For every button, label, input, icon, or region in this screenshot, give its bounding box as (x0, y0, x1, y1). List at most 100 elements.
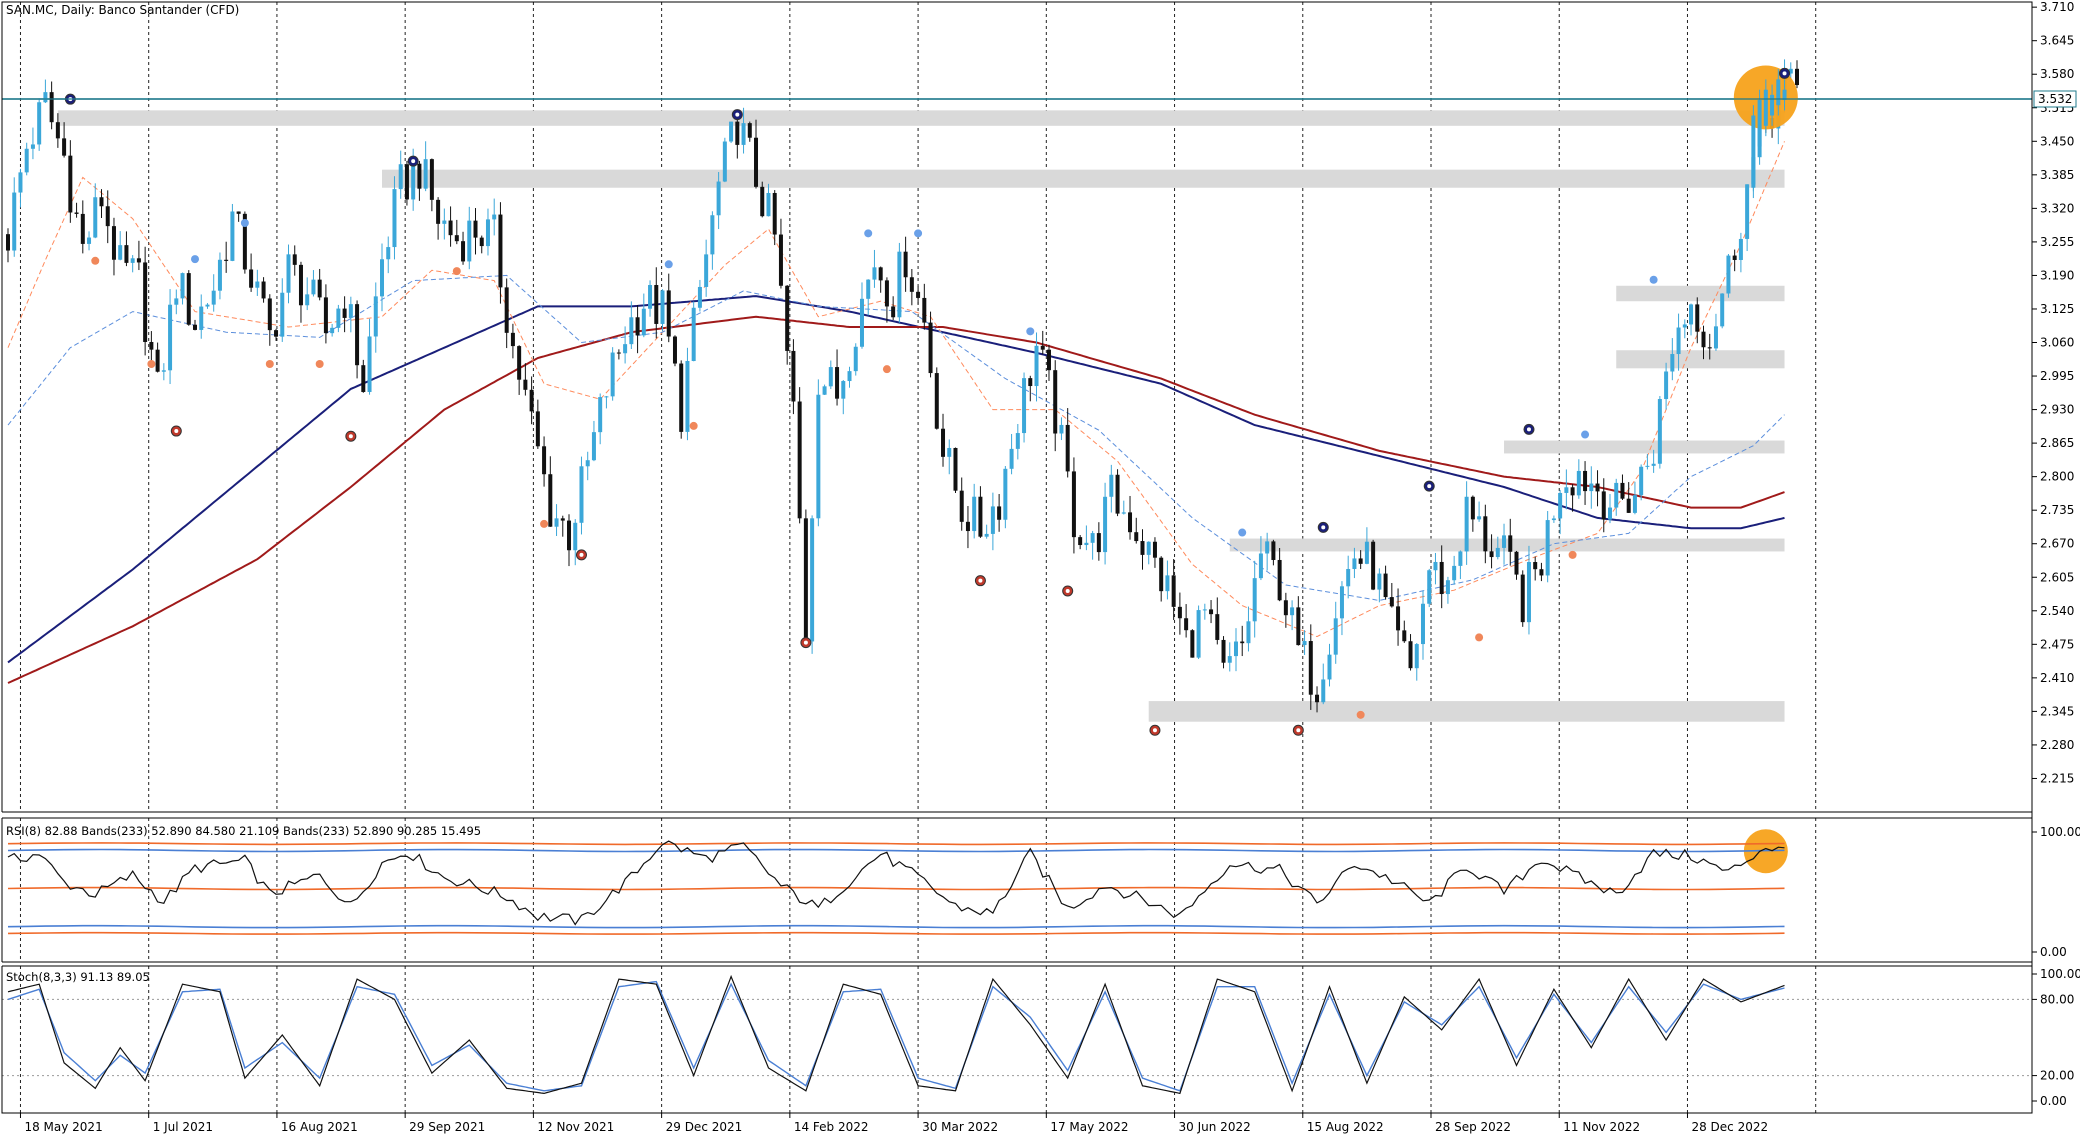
candle-body (1233, 641, 1238, 657)
swing-marker-dot (1782, 71, 1787, 76)
candle-body (641, 308, 646, 336)
swing-low-marker (147, 359, 156, 368)
candle-body (1402, 630, 1407, 642)
candle-body (1209, 609, 1214, 615)
stoch-k-line (7, 974, 1785, 1095)
candle-body (810, 518, 815, 642)
candle-body (1140, 541, 1145, 555)
candle-body (1470, 496, 1475, 520)
swing-marker-dot (735, 112, 740, 117)
candle-body (542, 446, 547, 475)
swing-low-marker (452, 267, 461, 276)
moving-average-line (7, 295, 1785, 664)
candle-body (1339, 586, 1344, 619)
candle-body (878, 267, 883, 281)
candle-body (274, 330, 279, 337)
candle-body (947, 447, 952, 457)
candle-body (1420, 603, 1425, 645)
candle-body (1520, 574, 1525, 623)
swing-low-marker (1568, 550, 1577, 559)
candle-body (1352, 558, 1357, 569)
swing-low-marker (91, 256, 100, 265)
candle-body (242, 213, 247, 270)
candle-body (205, 304, 210, 307)
candle-body (1664, 371, 1669, 400)
candle-body (629, 317, 634, 345)
candle-body (18, 172, 23, 193)
rsi-tick-label: 100.00 (2040, 825, 2080, 839)
date-tick-label: 28 Dec 2022 (1691, 1120, 1768, 1134)
candle-body (1483, 516, 1488, 552)
candle-body (1614, 482, 1619, 508)
candle-body (1495, 547, 1500, 558)
candle-body (143, 262, 148, 342)
price-tick-label: 2.865 (2040, 436, 2074, 450)
candle-body (579, 466, 584, 523)
candle-body (436, 199, 441, 224)
candle-body (523, 379, 528, 390)
candle-body (953, 447, 958, 491)
candle-body (1427, 570, 1432, 604)
swing-high-marker (1581, 430, 1590, 439)
candle-body (124, 245, 129, 263)
candle-body (1632, 495, 1637, 513)
candle-body (367, 336, 372, 392)
candle-body (997, 506, 1002, 520)
candle-body (330, 327, 335, 334)
candle-body (554, 518, 559, 527)
candle-body (1265, 541, 1270, 554)
candle-body (1489, 551, 1494, 558)
candle-body (180, 273, 185, 299)
grid (19, 2, 1817, 1113)
candle-body (1078, 537, 1083, 546)
candle-body (841, 381, 846, 399)
candle-body (1645, 465, 1650, 467)
candle-body (87, 237, 92, 244)
candle-body (872, 267, 877, 280)
candle-body (1258, 553, 1263, 579)
candle-body (136, 258, 141, 263)
candle-body (816, 394, 821, 519)
swing-marker-dot (579, 552, 584, 557)
candle-body (666, 290, 671, 337)
candle-body (1159, 557, 1164, 592)
candle-body (990, 506, 995, 534)
candle-body (1121, 512, 1126, 514)
candle-body (978, 496, 983, 537)
price-tick-label: 3.060 (2040, 336, 2074, 350)
date-tick-label: 17 May 2022 (1050, 1120, 1128, 1134)
candle-body (616, 352, 621, 354)
candle-body (1128, 512, 1133, 533)
candle-body (174, 298, 179, 305)
candle-body (1103, 496, 1108, 553)
candle-body (1059, 424, 1064, 434)
candle-body (1514, 551, 1519, 575)
candle-body (716, 181, 721, 216)
stoch-label: Stoch(8,3,3) 91.13 89.05 (6, 970, 150, 984)
candle-body (1508, 535, 1513, 552)
moving-averages (7, 141, 1785, 684)
price-zone (1616, 285, 1785, 302)
candle-body (760, 186, 765, 217)
swing-marker-dot (1152, 728, 1157, 733)
candle-body (311, 279, 316, 295)
price-tick-label: 3.320 (2040, 201, 2074, 215)
candle-body (193, 324, 198, 330)
candle-body (105, 206, 110, 227)
date-tick-label: 28 Sep 2022 (1435, 1120, 1511, 1134)
candle-body (1358, 558, 1363, 564)
candle-body (965, 521, 970, 532)
date-tick-label: 12 Nov 2021 (537, 1120, 614, 1134)
current-price-label: 3.532 (2038, 92, 2072, 106)
candle-body (1040, 345, 1045, 350)
candle-body (1682, 324, 1687, 328)
candle-body (55, 122, 60, 139)
candle-body (1003, 468, 1008, 520)
candle-body (1564, 487, 1569, 493)
candle-body (342, 308, 347, 318)
candle-body (380, 259, 385, 297)
date-tick-label: 1 Jul 2021 (153, 1120, 213, 1134)
price-tick-label: 2.280 (2040, 738, 2074, 752)
candle-body (1770, 94, 1775, 116)
